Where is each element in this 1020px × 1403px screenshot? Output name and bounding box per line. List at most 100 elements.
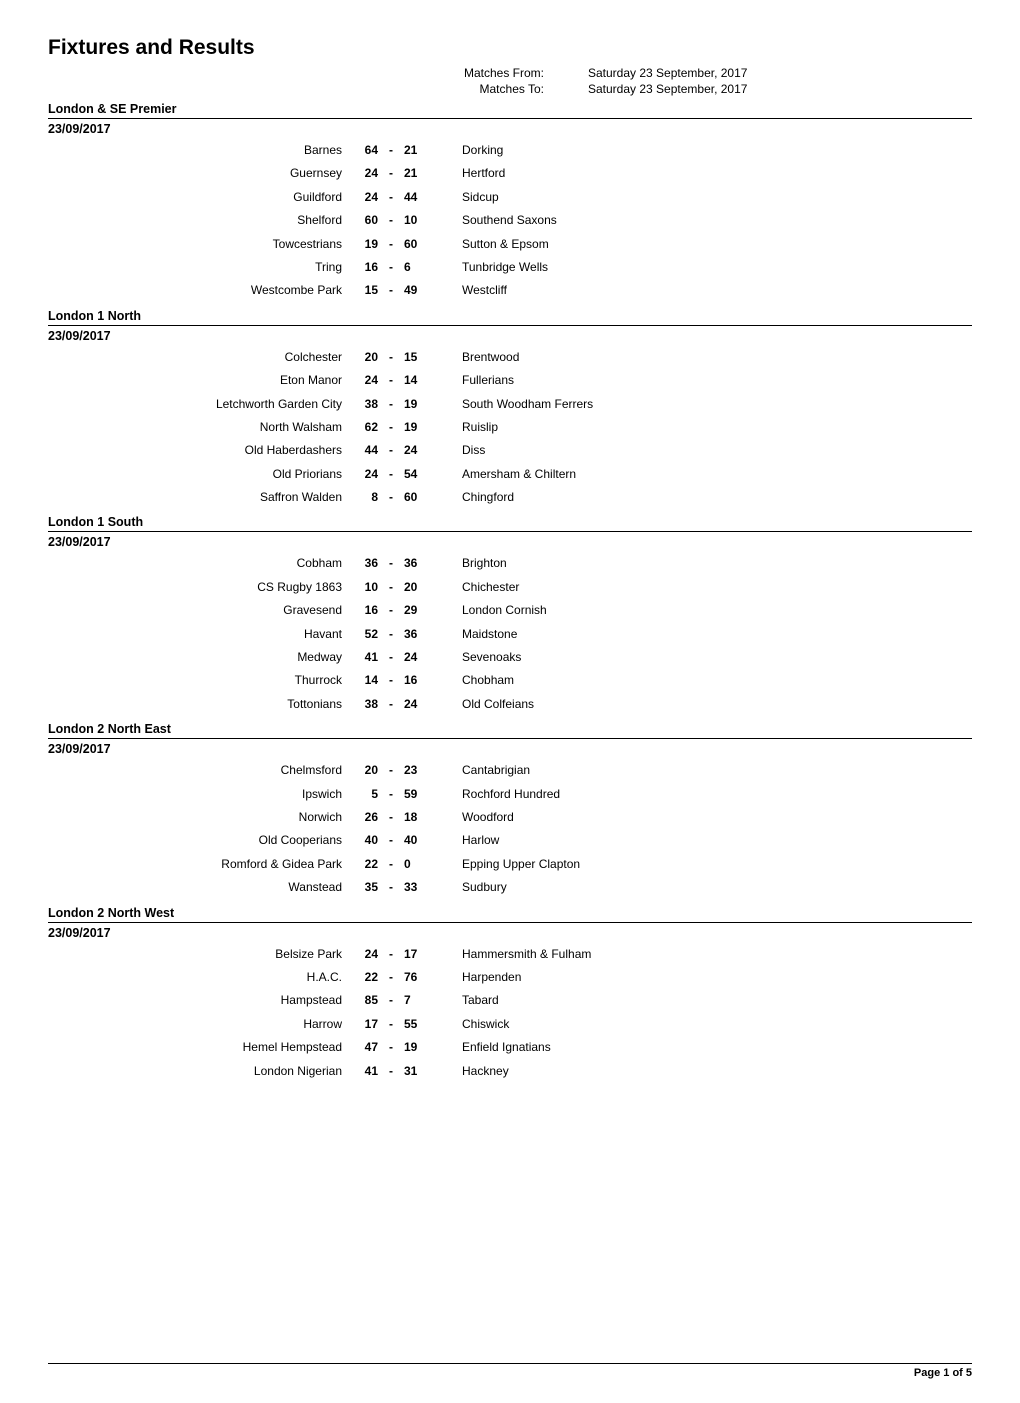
away-score: 76 (400, 966, 434, 989)
score-dash: - (382, 1036, 400, 1059)
score-dash: - (382, 576, 400, 599)
match-row: Towcestrians19-60Sutton & Epsom (48, 233, 972, 256)
score-dash: - (382, 186, 400, 209)
score-dash: - (382, 759, 400, 782)
score-dash: - (382, 943, 400, 966)
away-score: 31 (400, 1060, 434, 1083)
home-team: Chelmsford (48, 759, 348, 782)
home-team: North Walsham (48, 416, 348, 439)
away-score: 21 (400, 162, 434, 185)
score-dash: - (382, 486, 400, 509)
page-footer: Page 1 of 5 (48, 1363, 972, 1379)
match-row: Hampstead85-7Tabard (48, 989, 972, 1012)
home-team: Saffron Walden (48, 486, 348, 509)
home-team: Ipswich (48, 783, 348, 806)
match-row: Westcombe Park15-49Westcliff (48, 279, 972, 302)
home-team: Barnes (48, 139, 348, 162)
match-row: Thurrock14-16Chobham (48, 669, 972, 692)
home-team: Harrow (48, 1013, 348, 1036)
home-team: Letchworth Garden City (48, 393, 348, 416)
league-header: London 1 North (48, 309, 972, 326)
home-score: 22 (348, 966, 382, 989)
match-row: Letchworth Garden City38-19South Woodham… (48, 393, 972, 416)
score-dash: - (382, 162, 400, 185)
home-score: 64 (348, 139, 382, 162)
home-team: Westcombe Park (48, 279, 348, 302)
away-team: Westcliff (434, 279, 507, 302)
home-team: Havant (48, 623, 348, 646)
home-team: H.A.C. (48, 966, 348, 989)
away-team: Harpenden (434, 966, 521, 989)
page: Fixtures and Results Matches From: Satur… (0, 0, 1020, 1403)
score-dash: - (382, 623, 400, 646)
match-row: Norwich26-18Woodford (48, 806, 972, 829)
away-score: 21 (400, 139, 434, 162)
home-score: 41 (348, 1060, 382, 1083)
score-dash: - (382, 646, 400, 669)
home-team: Hampstead (48, 989, 348, 1012)
away-team: Old Colfeians (434, 693, 534, 716)
score-dash: - (382, 393, 400, 416)
home-score: 10 (348, 576, 382, 599)
league-header: London 2 North East (48, 722, 972, 739)
home-team: Hemel Hempstead (48, 1036, 348, 1059)
home-team: Old Cooperians (48, 829, 348, 852)
home-score: 24 (348, 463, 382, 486)
away-team: Hertford (434, 162, 505, 185)
match-row: Gravesend16-29London Cornish (48, 599, 972, 622)
away-team: Diss (434, 439, 485, 462)
away-team: Sevenoaks (434, 646, 521, 669)
match-row: Guildford24-44Sidcup (48, 186, 972, 209)
match-row: Belsize Park24-17Hammersmith & Fulham (48, 943, 972, 966)
away-team: Chiswick (434, 1013, 509, 1036)
home-team: Thurrock (48, 669, 348, 692)
match-row: CS Rugby 186310-20Chichester (48, 576, 972, 599)
away-score: 17 (400, 943, 434, 966)
page-title: Fixtures and Results (48, 36, 972, 60)
match-row: Romford & Gidea Park22-0Epping Upper Cla… (48, 853, 972, 876)
date-header: 23/09/2017 (48, 329, 972, 343)
away-team: Amersham & Chiltern (434, 463, 576, 486)
home-score: 26 (348, 806, 382, 829)
score-dash: - (382, 1013, 400, 1036)
home-team: Colchester (48, 346, 348, 369)
away-team: Woodford (434, 806, 514, 829)
away-score: 20 (400, 576, 434, 599)
home-team: CS Rugby 1863 (48, 576, 348, 599)
home-score: 60 (348, 209, 382, 232)
home-score: 44 (348, 439, 382, 462)
home-team: Belsize Park (48, 943, 348, 966)
match-row: Tottonians38-24Old Colfeians (48, 693, 972, 716)
away-score: 40 (400, 829, 434, 852)
away-team: Tabard (434, 989, 499, 1012)
home-score: 24 (348, 369, 382, 392)
home-score: 8 (348, 486, 382, 509)
match-row: Old Cooperians40-40Harlow (48, 829, 972, 852)
away-score: 44 (400, 186, 434, 209)
score-dash: - (382, 139, 400, 162)
home-team: Gravesend (48, 599, 348, 622)
away-score: 23 (400, 759, 434, 782)
away-team: Chingford (434, 486, 514, 509)
away-score: 16 (400, 669, 434, 692)
away-score: 6 (400, 256, 434, 279)
matches-to-value: Saturday 23 September, 2017 (548, 82, 747, 96)
home-team: London Nigerian (48, 1060, 348, 1083)
date-header: 23/09/2017 (48, 122, 972, 136)
away-team: Harlow (434, 829, 499, 852)
home-score: 16 (348, 256, 382, 279)
away-team: Epping Upper Clapton (434, 853, 580, 876)
matches-from-value: Saturday 23 September, 2017 (548, 66, 747, 80)
away-score: 59 (400, 783, 434, 806)
match-row: North Walsham62-19Ruislip (48, 416, 972, 439)
away-score: 55 (400, 1013, 434, 1036)
match-row: Old Priorians24-54Amersham & Chiltern (48, 463, 972, 486)
league-header: London 2 North West (48, 906, 972, 923)
score-dash: - (382, 669, 400, 692)
home-team: Shelford (48, 209, 348, 232)
home-score: 20 (348, 346, 382, 369)
home-team: Tring (48, 256, 348, 279)
away-score: 60 (400, 233, 434, 256)
home-score: 22 (348, 853, 382, 876)
away-score: 33 (400, 876, 434, 899)
